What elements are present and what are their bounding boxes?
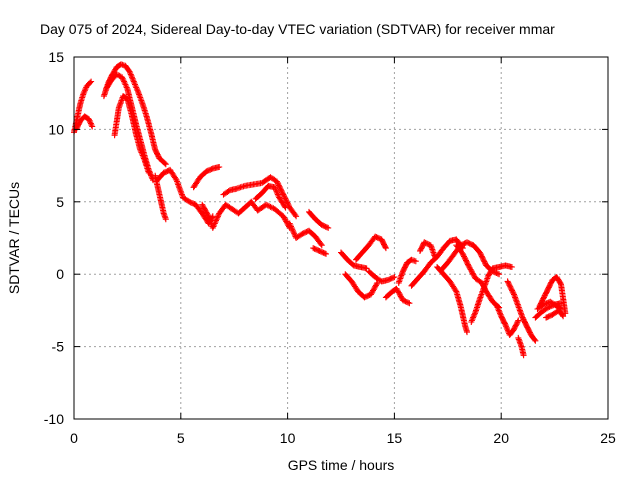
x-tick-label: 15 — [387, 430, 403, 446]
y-tick-label: 5 — [56, 194, 64, 210]
y-tick-label: 0 — [56, 266, 64, 282]
sdtvar-point-trace — [286, 220, 325, 249]
sdtvar-point-trace — [353, 233, 389, 263]
tick-layer: 0 5 10 15 20 25 -10 -5 0 5 10 15 — [44, 49, 616, 446]
sdtvar-point-trace — [468, 262, 515, 325]
x-tick-label: 25 — [600, 430, 616, 446]
sdtvar-point-trace — [408, 236, 466, 289]
x-tick-label: 0 — [70, 430, 78, 446]
x-axis-label: GPS time / hours — [288, 457, 395, 473]
chart-title: Day 075 of 2024, Sidereal Day-to-day VTE… — [40, 21, 555, 37]
sdtvar-point-trace — [543, 307, 567, 321]
y-tick-label: 10 — [48, 121, 64, 137]
sdtvar-point-trace — [199, 198, 293, 231]
y-tick-label: -5 — [52, 339, 65, 355]
sdtvar-point-trace — [515, 334, 527, 359]
sdtvar-point-trace — [504, 278, 539, 344]
sdtvar-point-trace — [395, 256, 419, 286]
sdtvar-point-trace — [365, 268, 398, 285]
sdtvar-point-trace — [190, 164, 223, 191]
sdtvar-point-trace — [338, 249, 370, 272]
y-tick-label: 15 — [48, 49, 64, 65]
data-layer — [71, 61, 569, 359]
x-tick-label: 10 — [280, 430, 296, 446]
sdtvar-point-trace — [310, 245, 329, 257]
grid-layer — [74, 57, 608, 419]
sdtvar-point-trace — [342, 271, 381, 301]
x-tick-label: 20 — [493, 430, 509, 446]
sdtvar-point-trace — [306, 208, 332, 231]
sdtvar-point-trace — [417, 239, 438, 260]
y-tick-label: -10 — [44, 411, 64, 427]
sdtvar-point-trace — [382, 285, 413, 307]
sdtvar-point-trace — [111, 93, 152, 176]
sdtvar-point-trace — [220, 174, 300, 220]
sdtvar-point-trace — [252, 182, 289, 211]
x-tick-label: 5 — [177, 430, 185, 446]
y-axis-label: SDTVAR / TECUs — [6, 182, 22, 294]
sdtvar-point-trace — [493, 303, 522, 338]
plot-frame — [73, 56, 609, 420]
